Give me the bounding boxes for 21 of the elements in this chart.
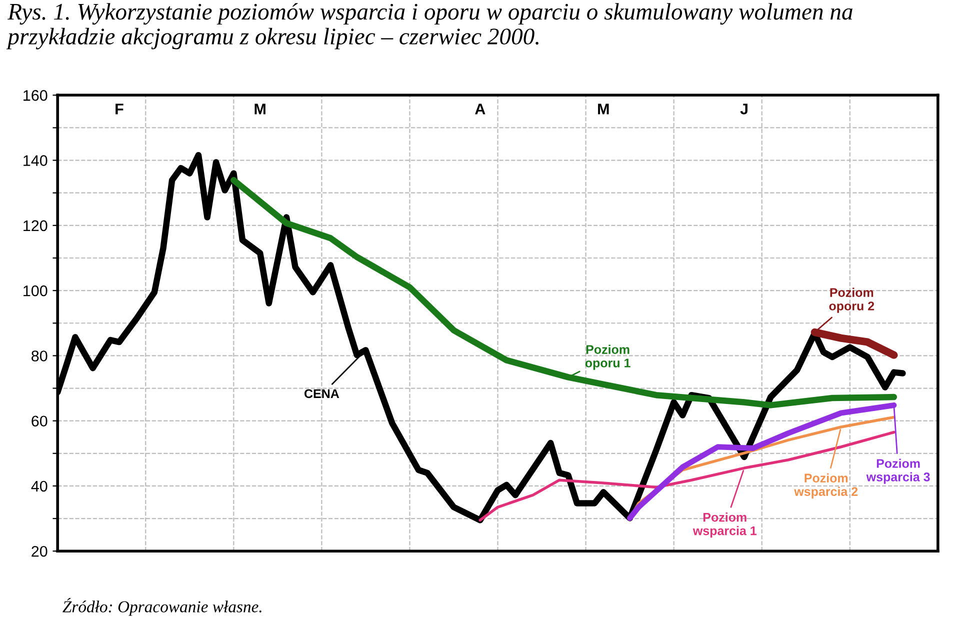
y-tick-label: 120 [24,220,48,232]
series-label: Poziom oporu 2 [829,288,874,313]
y-tick-label: 40 [31,480,48,492]
text: Poziom wsparcia 3 [866,458,930,484]
x-tick-label: F [116,104,124,114]
series-label: Poziom oporu 1 [585,344,630,370]
y-tick-label: 160 [24,90,48,101]
x-tick-label: A [475,104,486,114]
chart-title: Rys. 1. Wykorzystanie poziomów wsparcia i oporu w oparciu o skumulowany wolumen na przykładzie akcjogramu z okresu lipiec – czerwiec 2000. [6,3,852,50]
text: CENA [304,389,340,398]
y-tick-label: 60 [32,416,48,427]
x-tick-label: M [598,104,609,114]
y-tick-label: 20 [32,546,48,557]
text: Poziom wsparcia 1 [692,512,756,538]
text: Poziom wsparcia 2 [794,473,858,498]
x-tick-label: J [740,104,748,114]
y-tick-label: 100 [24,285,48,296]
y-tick-label: 140 [24,155,48,166]
x-tick-label: M [254,104,266,114]
y-tick-label: 80 [32,350,48,362]
text: Źródło: Opracowanie własne. [62,598,262,616]
